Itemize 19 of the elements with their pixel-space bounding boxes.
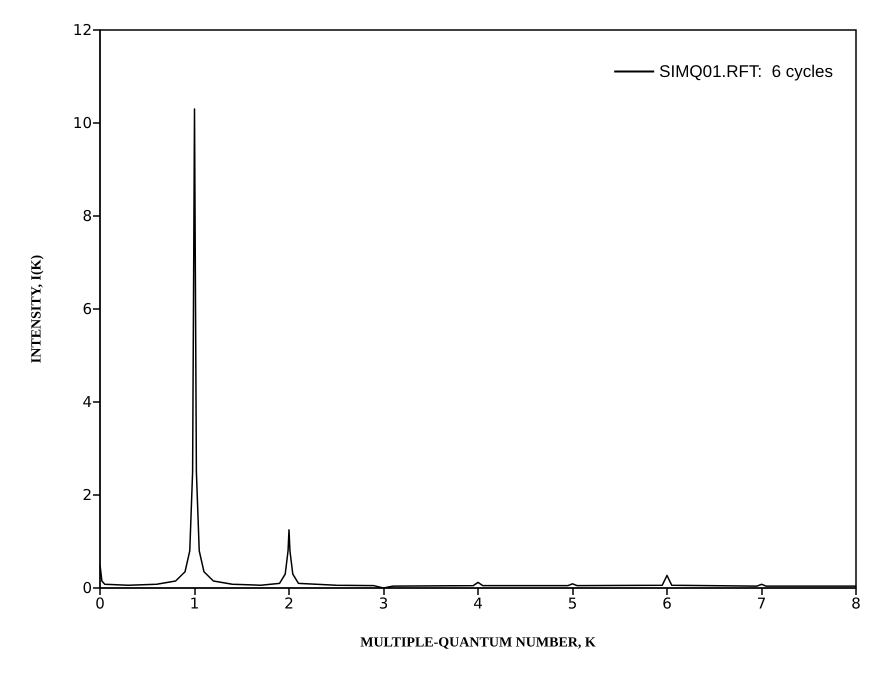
y-tick-label: 2 [82,486,92,504]
legend-label: SIMQ01.RFT: 6 cycles [659,62,834,81]
x-tick-label: 8 [851,594,861,612]
x-tick-label: 0 [95,594,105,612]
x-tick-label: 4 [473,594,483,612]
y-tick-label: 0 [82,579,92,597]
x-tick-label: 6 [662,594,672,612]
x-tick-label: 1 [190,594,200,612]
x-tick-label: 7 [756,594,766,612]
x-axis-title: MULTIPLE-QUANTUM NUMBER, K [360,636,596,650]
x-tick-label: 3 [378,594,388,612]
y-tick-label: 8 [82,207,92,225]
x-tick-label: 2 [284,594,294,612]
y-tick-label: 4 [82,393,92,411]
y-tick-label: 6 [82,300,92,318]
y-tick-label: 10 [72,114,92,132]
y-axis-title: INTENSITY, I(K) [30,254,44,364]
y-tick-label: 12 [72,21,92,39]
x-tick-label: 5 [568,594,578,612]
